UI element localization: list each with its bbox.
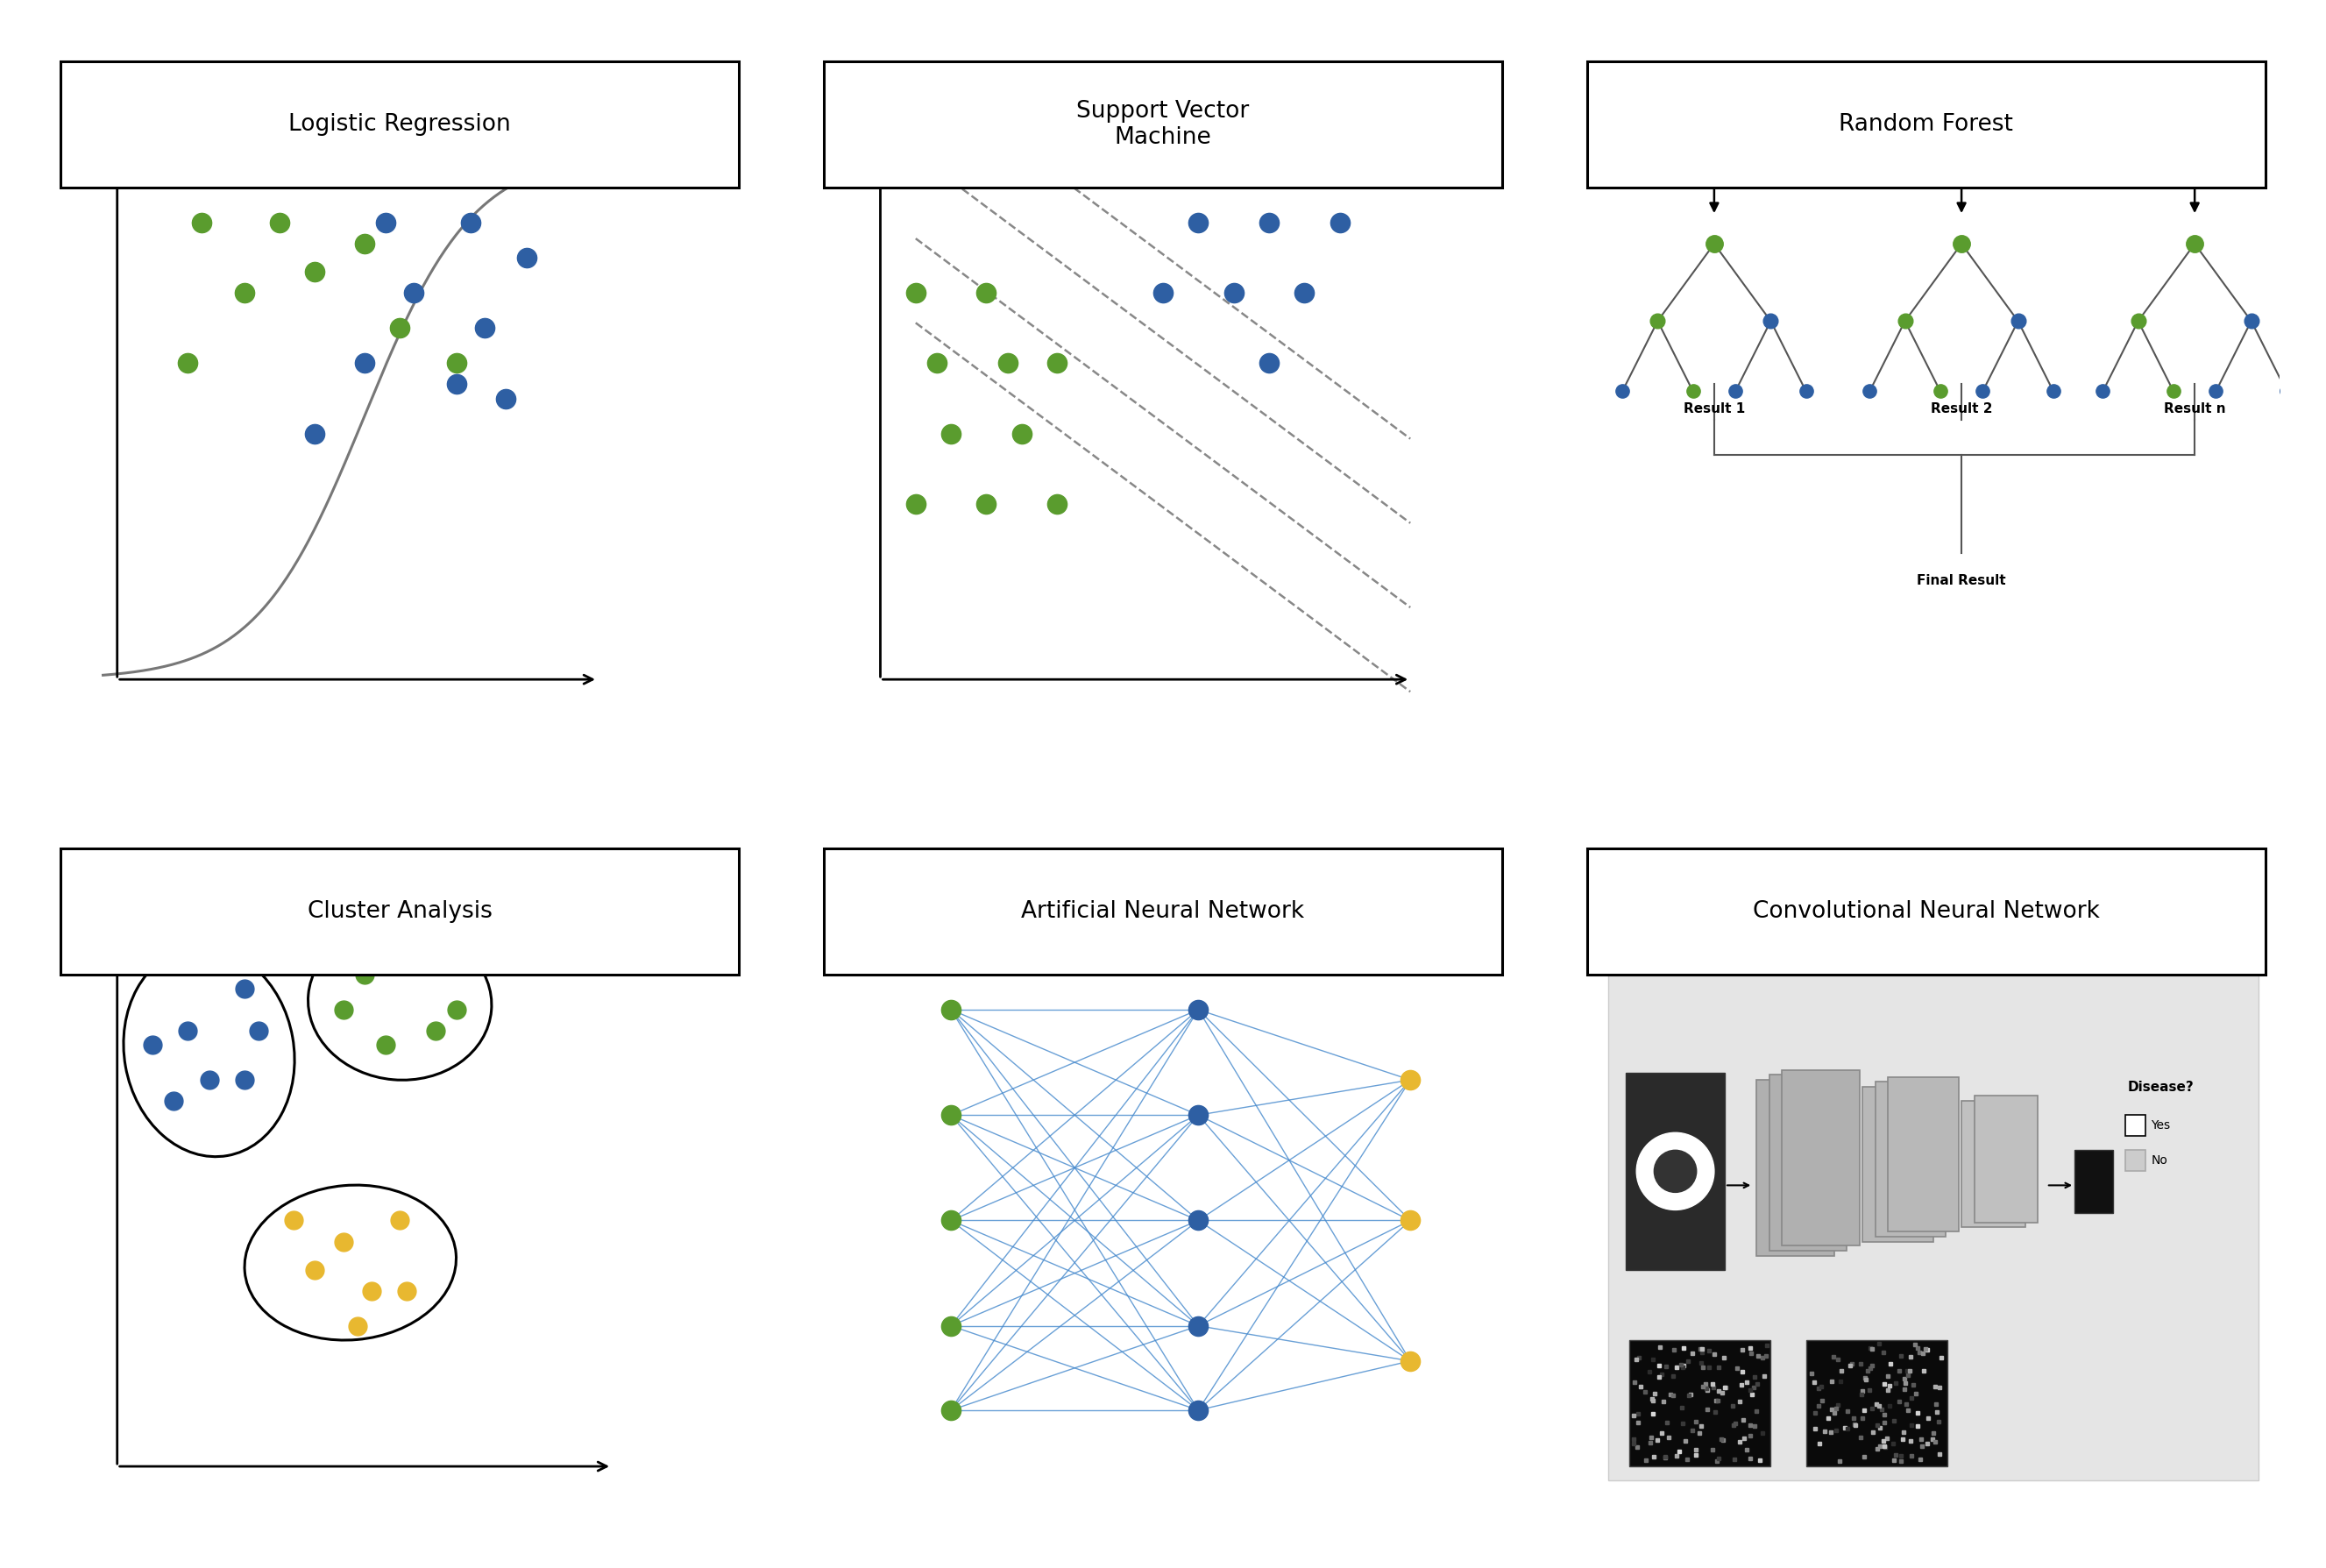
Text: Final Result: Final Result: [1917, 574, 2005, 588]
FancyBboxPatch shape: [2075, 1151, 2114, 1214]
Text: Yes: Yes: [2152, 1120, 2170, 1132]
Text: No: No: [2152, 1154, 2168, 1167]
FancyBboxPatch shape: [1975, 1096, 2038, 1223]
Text: Result 2: Result 2: [1931, 403, 1993, 416]
Circle shape: [1638, 1132, 1714, 1210]
FancyBboxPatch shape: [1586, 61, 2266, 188]
FancyBboxPatch shape: [823, 61, 1503, 188]
FancyBboxPatch shape: [1756, 1080, 1835, 1256]
FancyBboxPatch shape: [1631, 1341, 1770, 1466]
FancyBboxPatch shape: [1889, 1077, 1958, 1231]
Text: Logistic Regression: Logistic Regression: [288, 113, 512, 136]
FancyBboxPatch shape: [2126, 1115, 2145, 1137]
Text: Convolutional Neural Network: Convolutional Neural Network: [1754, 900, 2100, 922]
FancyBboxPatch shape: [60, 61, 740, 188]
FancyBboxPatch shape: [2126, 1151, 2145, 1171]
FancyBboxPatch shape: [60, 848, 740, 975]
Text: Cluster Analysis: Cluster Analysis: [307, 900, 493, 922]
FancyBboxPatch shape: [1626, 1073, 1726, 1270]
Text: Artificial Neural Network: Artificial Neural Network: [1021, 900, 1305, 922]
Text: Random Forest: Random Forest: [1840, 113, 2014, 136]
FancyBboxPatch shape: [823, 848, 1503, 975]
FancyBboxPatch shape: [1586, 848, 2266, 975]
FancyBboxPatch shape: [1961, 1101, 2026, 1228]
Text: Support Vector
Machine: Support Vector Machine: [1077, 100, 1249, 149]
FancyBboxPatch shape: [1863, 1087, 1933, 1242]
FancyBboxPatch shape: [1875, 1082, 1947, 1237]
Text: Disease?: Disease?: [2128, 1080, 2193, 1093]
FancyBboxPatch shape: [1607, 953, 2259, 1480]
FancyBboxPatch shape: [1770, 1076, 1847, 1251]
Text: Result 1: Result 1: [1684, 403, 1744, 416]
Text: Result n: Result n: [2163, 403, 2226, 416]
Circle shape: [1654, 1151, 1696, 1192]
FancyBboxPatch shape: [1782, 1069, 1861, 1245]
FancyBboxPatch shape: [1805, 1341, 1947, 1466]
Text: DATASET: DATASET: [1914, 129, 1982, 141]
